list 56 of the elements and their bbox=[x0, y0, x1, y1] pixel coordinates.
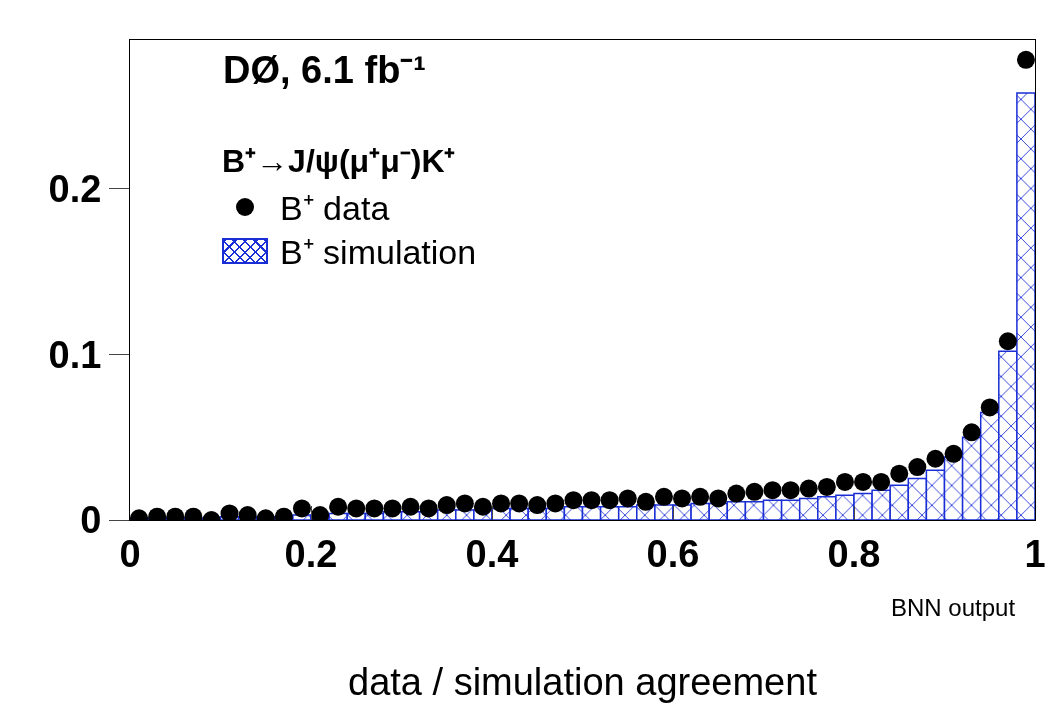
point bbox=[618, 489, 637, 508]
point bbox=[419, 499, 438, 518]
text: data / simulation agreement bbox=[348, 661, 818, 703]
x-tick-label: 0.6 bbox=[646, 532, 700, 575]
point bbox=[582, 491, 601, 510]
x-tick-label: 0.4 bbox=[465, 532, 519, 575]
point bbox=[510, 494, 529, 513]
point bbox=[998, 332, 1017, 351]
point bbox=[944, 444, 963, 463]
point bbox=[890, 464, 909, 483]
point bbox=[473, 497, 492, 516]
point bbox=[437, 496, 456, 515]
point bbox=[908, 458, 927, 477]
point bbox=[835, 472, 854, 491]
point bbox=[709, 489, 728, 508]
point bbox=[1016, 50, 1035, 69]
point bbox=[220, 504, 239, 520]
point bbox=[781, 481, 800, 500]
point bbox=[528, 496, 547, 515]
x-tick-label: 0.2 bbox=[284, 532, 338, 575]
point bbox=[564, 491, 583, 510]
y-tick-label: 0.1 bbox=[48, 333, 102, 376]
x-tick-label: 1 bbox=[1024, 532, 1046, 575]
point bbox=[292, 499, 311, 518]
annotation: DØ, 6.1 fb⁻¹ bbox=[223, 49, 427, 91]
x-tick-label: 0.8 bbox=[827, 532, 881, 575]
point bbox=[962, 423, 981, 442]
point bbox=[365, 499, 384, 518]
point bbox=[817, 477, 836, 496]
y-tick-label: 0 bbox=[80, 499, 102, 542]
point bbox=[347, 499, 366, 518]
point bbox=[654, 487, 673, 506]
point bbox=[745, 482, 764, 501]
x-tick-label: 0 bbox=[119, 532, 141, 575]
point bbox=[763, 481, 782, 500]
point bbox=[636, 492, 655, 511]
legend-label: B⁺ data bbox=[280, 188, 390, 229]
point bbox=[872, 472, 891, 491]
point bbox=[727, 484, 746, 503]
point bbox=[926, 449, 945, 468]
point bbox=[383, 499, 402, 518]
point bbox=[546, 494, 565, 513]
point bbox=[980, 398, 999, 417]
point bbox=[329, 497, 348, 516]
point bbox=[673, 489, 692, 508]
legend-title: B⁺→J/ψ(μ⁺μ⁻)K⁺ bbox=[222, 142, 457, 181]
point bbox=[600, 491, 619, 510]
point bbox=[854, 472, 873, 491]
y-tick-label: 0.2 bbox=[48, 168, 102, 211]
point bbox=[492, 494, 511, 513]
legend-label: B⁺ simulation bbox=[280, 232, 477, 273]
point bbox=[799, 479, 818, 498]
point bbox=[691, 487, 710, 506]
x-axis-title: BNN output bbox=[891, 594, 1016, 621]
point bbox=[401, 497, 420, 516]
point bbox=[455, 494, 474, 513]
